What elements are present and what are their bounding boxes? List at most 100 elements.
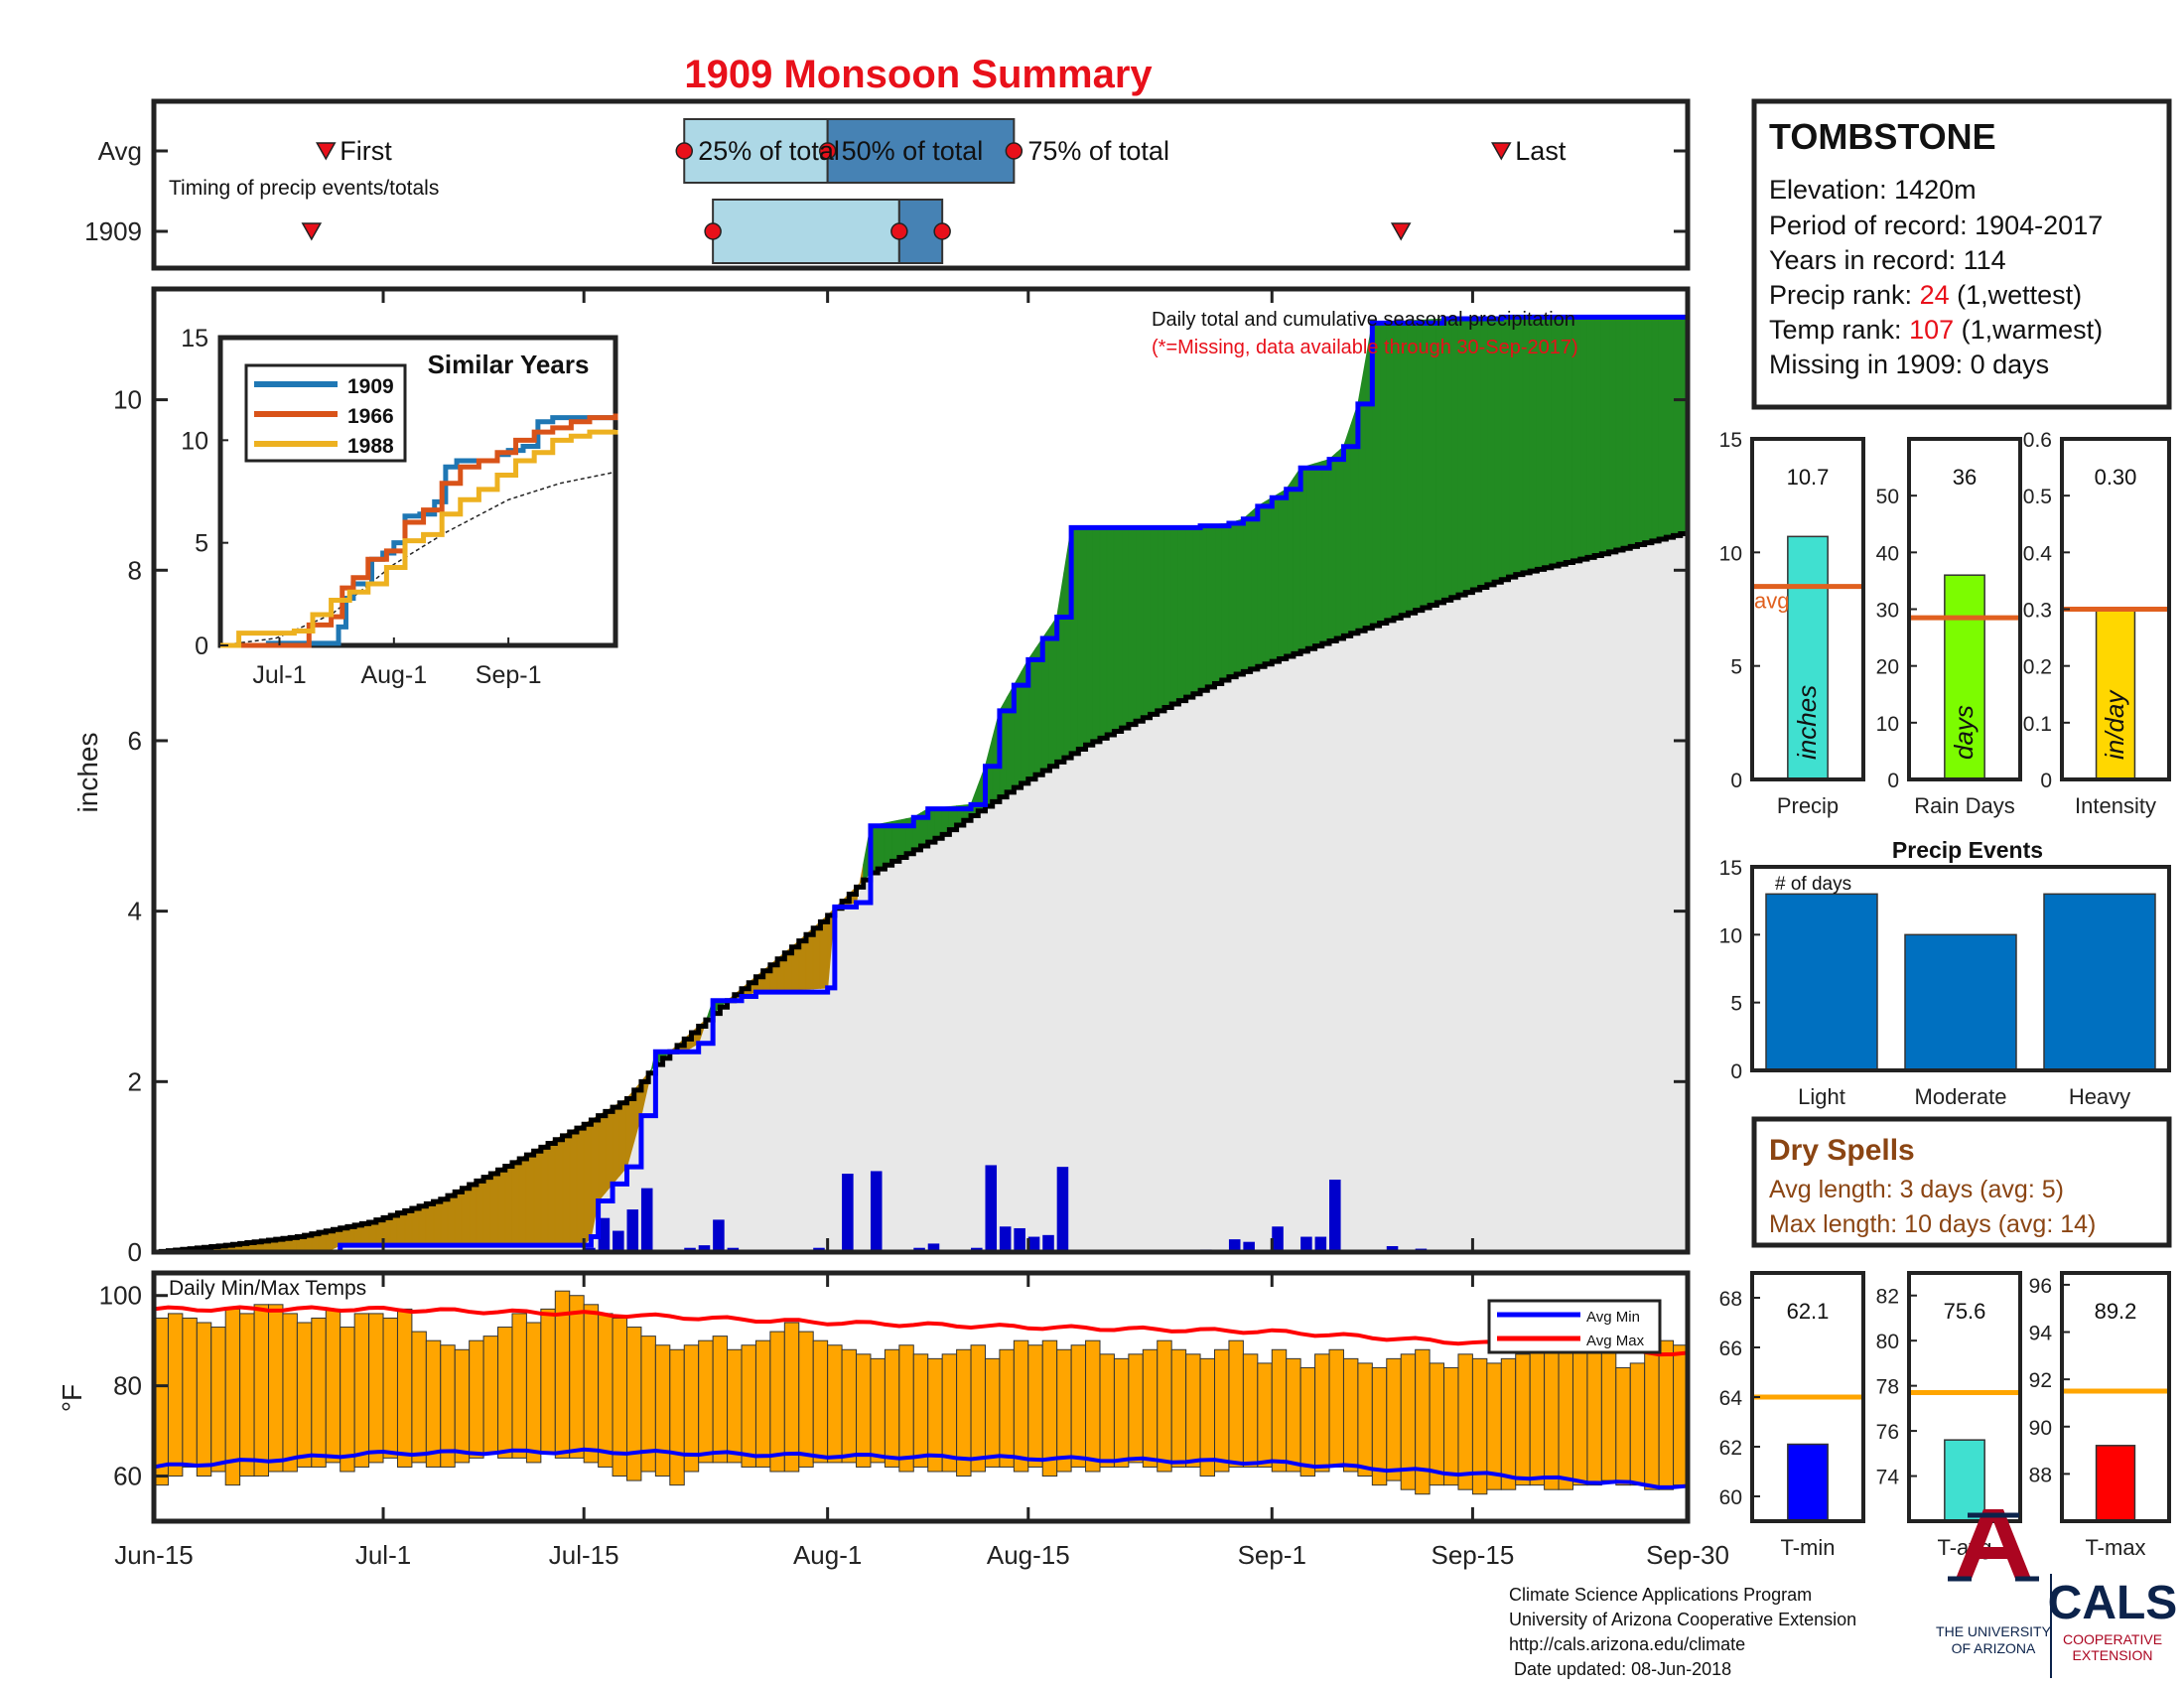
daily-temp-bar [469,1339,484,1459]
daily-temp-bar [1658,1339,1675,1490]
daily-precip-bar [1027,1236,1040,1252]
daily-precip-bar [870,1171,883,1252]
average-cumulative-line [154,530,1691,1255]
summary-2-ytick-label: 0.6 [2023,429,2052,452]
timing-panel: Avg 1909 Timing of precip events/totals … [84,98,1691,271]
precip-anomaly-segment [504,1162,513,1246]
legend-avg-min: Avg Min [1586,1309,1640,1326]
daily-temp-bar [353,1313,370,1468]
daily-temp-bar [1600,1344,1617,1481]
timing-label-p75: 75% of total [1027,136,1169,166]
summary-2-ytick-label: 0.3 [2023,600,2052,623]
similar-ytick-label: 15 [181,325,208,352]
daily-temp-bar [1415,1348,1431,1495]
university-of-arizona-logo: THE UNIVERSITY OF ARIZONA [1936,1509,2052,1656]
precip-events-ylabel: # of days [1775,874,1851,895]
precip-anomaly-segment [1099,526,1108,740]
precip-anomaly-segment [476,1176,484,1246]
cals-text: CALS [2048,1577,2178,1629]
summary-2-ytick-label: 0.5 [2023,486,2052,508]
precip-anomaly-segment [583,1119,592,1247]
daily-precip-bar [985,1165,998,1252]
precip-anomaly-segment [1579,316,1588,560]
daily-temp-bar [239,1313,255,1477]
summary-0-avg-label: avg [1754,589,1789,614]
precip-ytick-label: 2 [128,1066,142,1096]
daily-temp-bar [411,1331,427,1464]
temp-summary-1-ytick-label: 82 [1876,1286,1899,1309]
daily-temp-bar [984,1357,1001,1468]
daily-temp-bar [1128,1353,1144,1464]
precip-anomaly-segment [1450,318,1459,599]
precip-anomaly-segment [518,1154,527,1246]
timing-marker-p25-avg [675,142,694,160]
daily-temp-bar [727,1348,743,1464]
precip-anomaly-segment [1128,526,1137,726]
daily-temp-bar [754,1339,771,1468]
daily-temp-bar [625,1327,642,1481]
daily-precip-bar [1386,1245,1399,1252]
daily-temp-bar [1013,1339,1029,1473]
temp-ytick-label: 60 [113,1462,142,1491]
daily-temp-bar [598,1313,614,1468]
precip-anomaly-segment [1386,321,1395,622]
summary-1-name: Rain Days [1914,793,2014,818]
daily-temp-bar [396,1308,413,1468]
event-category-label: Heavy [2069,1084,2130,1109]
precip-anomaly-segment [533,1146,542,1246]
temp-summary-2-ytick-label: 94 [2029,1323,2053,1345]
daily-temp-bar [912,1353,929,1468]
precip-anomaly-segment [1306,463,1316,649]
daily-precip-bar [1314,1236,1327,1252]
date-tick-label: Aug-15 [987,1540,1070,1570]
summary-2-name: Intensity [2075,793,2156,818]
station-line-3: Precip rank: 24 (1,wettest) [1769,280,2082,310]
daily-precip-bar [1272,1226,1284,1252]
footer-credits: Climate Science Applications Program Uni… [1509,1585,1856,1679]
temp-summary-1-ytick-label: 76 [1876,1421,1899,1444]
daily-precip-bar [927,1243,940,1252]
daily-temp-bar [382,1317,398,1459]
temp-summary-2-name: T-max [2085,1535,2145,1560]
cals-sub-0: COOPERATIVE [2063,1631,2162,1647]
temp-legend: Avg Min Avg Max [1487,1299,1662,1354]
daily-precip-bar [1300,1236,1312,1252]
daily-precip-bar [598,1217,611,1252]
timing-subtitle: Timing of precip events/totals [169,177,439,200]
summary-2-value: 0.30 [2095,465,2137,490]
daily-temp-bar [1644,1348,1660,1490]
daily-temp-bar [569,1295,585,1459]
precip-anomaly-segment [1092,526,1101,743]
date-tick-label: Jun-15 [114,1540,194,1570]
temp-summary-1-ytick-label: 78 [1876,1376,1899,1399]
footer-line-3: Date updated: 08-Jun-2018 [1514,1659,1731,1679]
daily-precip-bar [613,1230,624,1252]
precip-anomaly-segment [1214,523,1223,685]
daily-precip-bar [626,1209,639,1252]
precip-anomaly-segment [1085,526,1094,747]
daily-temp-bar [253,1304,270,1477]
precip-events-title: Precip Events [1892,837,2043,863]
event-bar-moderate [1904,933,2017,1071]
figure-title: 1909 Monsoon Summary [684,53,1153,96]
daily-temp-bar [340,1327,355,1473]
timing-label-last: Last [1515,136,1567,166]
summary-1-bar [1944,574,1985,780]
precip-anomaly-segment [1415,319,1424,612]
precip-anomaly-segment [1163,526,1172,709]
similar-xtick-label: Aug-1 [360,661,427,689]
precip-anomaly-segment [1393,321,1402,620]
similar-series-1909 [220,415,618,648]
temp-summary-1-frame [1907,1271,2022,1523]
ua-line-0: THE UNIVERSITY [1936,1623,2052,1639]
similar-ytick-label: 0 [195,633,208,660]
daily-precip-bar [1014,1227,1025,1252]
summary-1-ytick-label: 10 [1876,713,1899,736]
precip-anomaly-segment [1435,318,1445,604]
summary-0-bar [1787,535,1829,780]
precip-anomaly-segment [1314,461,1323,647]
precip-anomaly-segment [1429,318,1437,607]
daily-precip-bar [1056,1167,1069,1252]
precip-anomaly-segment [576,1123,585,1246]
daily-temp-bar [856,1353,872,1468]
